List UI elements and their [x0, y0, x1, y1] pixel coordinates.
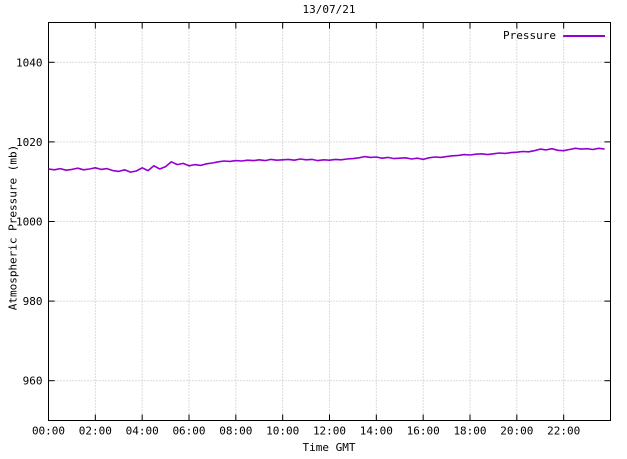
x-tick-label: 16:00 — [407, 425, 440, 438]
pressure-line — [48, 147, 605, 173]
x-axis-label: Time GMT — [302, 441, 356, 454]
x-tick-label: 20:00 — [500, 425, 533, 438]
legend: Pressure — [503, 29, 605, 42]
legend-line-sample — [563, 34, 605, 37]
y-tick-label: 960 — [23, 375, 43, 388]
x-tick-label: 06:00 — [172, 425, 205, 438]
x-tick-label: 04:00 — [126, 425, 159, 438]
y-tick-label: 980 — [23, 295, 43, 308]
y-tick-label: 1040 — [16, 56, 43, 69]
x-tick-label: 14:00 — [360, 425, 393, 438]
y-tick-label: 1000 — [16, 216, 43, 229]
y-tick-label: 1020 — [16, 136, 43, 149]
x-tick-label: 12:00 — [313, 425, 346, 438]
x-tick-label: 02:00 — [79, 425, 112, 438]
legend-series-label: Pressure — [503, 29, 556, 42]
x-tick-label: 00:00 — [32, 425, 65, 438]
x-tick-label: 18:00 — [453, 425, 486, 438]
x-tick-label: 22:00 — [547, 425, 580, 438]
x-tick-label: 10:00 — [266, 425, 299, 438]
x-tick-label: 08:00 — [219, 425, 252, 438]
chart-title: 13/07/21 — [302, 3, 356, 16]
